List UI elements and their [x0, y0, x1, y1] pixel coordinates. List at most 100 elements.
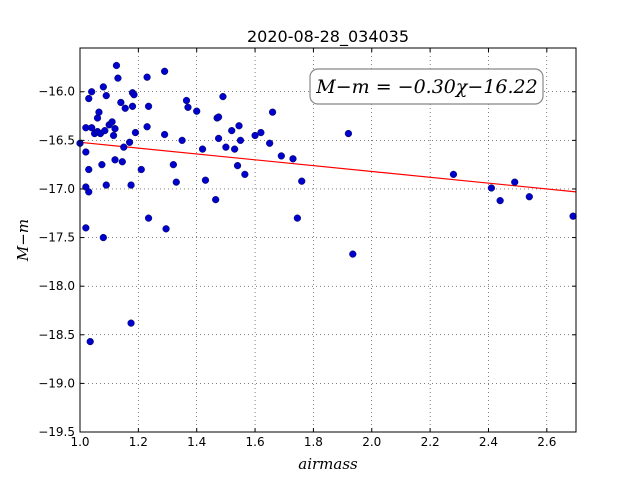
data-point — [114, 74, 122, 82]
data-point — [449, 170, 458, 178]
y-tick-label: −18.0 — [38, 279, 75, 293]
data-point — [111, 156, 119, 164]
data-point — [85, 188, 93, 196]
data-point — [241, 170, 249, 178]
data-point — [257, 128, 265, 137]
chart-title: 2020-08-28_034035 — [247, 27, 409, 47]
data-point — [161, 67, 169, 75]
data-point — [143, 73, 151, 81]
data-point — [298, 177, 306, 185]
data-point — [212, 196, 220, 204]
data-point — [130, 91, 138, 99]
data-point — [102, 181, 110, 189]
data-point — [219, 93, 227, 101]
x-tick-label: 2.0 — [362, 435, 381, 449]
data-point — [214, 134, 223, 143]
data-point — [233, 162, 242, 170]
data-point — [161, 130, 169, 139]
annotation-box — [309, 68, 544, 105]
data-point — [144, 214, 153, 222]
x-tick-labels: 1.0 1.2 1.4 1.6 1.8 2.0 2.2 2.4 2.6 — [70, 435, 556, 449]
data-point — [137, 165, 145, 174]
data-point — [251, 131, 259, 140]
data-point — [88, 124, 96, 132]
fit-line — [79, 141, 577, 193]
data-point — [95, 108, 103, 116]
fit-equation: M−m = −0.30χ−16.22 — [315, 76, 537, 98]
fit-equation-annotation: M−m = −0.30χ−16.22 — [309, 68, 544, 105]
data-point — [569, 212, 577, 220]
data-point — [228, 127, 236, 135]
x-axis-label: airmass — [298, 455, 358, 473]
y-tick-label: −18.5 — [38, 328, 75, 342]
y-tick-label: −16.5 — [38, 133, 75, 147]
data-point — [193, 107, 201, 115]
data-point — [266, 139, 274, 147]
data-point — [85, 94, 93, 103]
data-point — [98, 161, 106, 169]
data-point — [182, 96, 191, 105]
y-axis-label: M−m — [14, 219, 32, 262]
data-point — [82, 224, 90, 232]
data-point — [214, 113, 223, 121]
data-point — [109, 131, 118, 140]
data-point — [143, 123, 151, 131]
data-point — [344, 129, 353, 138]
data-point — [120, 143, 128, 151]
data-point — [231, 145, 239, 153]
data-point — [487, 184, 495, 192]
data-point — [127, 181, 135, 189]
data-point — [289, 155, 297, 163]
data-point — [99, 83, 107, 91]
data-point — [349, 250, 357, 258]
data-point — [82, 148, 90, 156]
data-point — [172, 178, 180, 186]
fit-line-group — [79, 141, 577, 193]
x-tick-label: 1.6 — [246, 435, 265, 449]
y-tick-label: −19.0 — [38, 376, 75, 390]
data-point — [496, 197, 504, 205]
data-point — [88, 88, 96, 96]
plot-area-frame — [79, 47, 577, 433]
y-tick-label: −19.5 — [38, 425, 75, 439]
data-point — [121, 104, 129, 112]
x-tick-label: 1.0 — [70, 435, 89, 449]
data-point — [222, 143, 230, 151]
data-point — [236, 136, 245, 144]
data-point — [144, 102, 153, 110]
data-point — [112, 61, 121, 70]
data-point — [117, 98, 125, 107]
data-point — [126, 138, 134, 146]
data-point — [268, 108, 277, 116]
x-tick-label: 1.8 — [304, 435, 323, 449]
y-tick-label: −17.0 — [38, 182, 75, 196]
data-point — [102, 92, 110, 100]
x-tick-label: 2.6 — [537, 435, 556, 449]
data-point — [277, 152, 285, 160]
x-tick-label: 1.2 — [129, 435, 148, 449]
data-point — [162, 225, 170, 233]
x-tick-label: 1.4 — [187, 435, 206, 449]
y-tick-label: −17.5 — [38, 231, 75, 245]
data-point — [201, 176, 210, 184]
data-point — [108, 118, 116, 126]
x-tick-label: 2.2 — [421, 435, 440, 449]
data-point — [111, 125, 119, 133]
data-point — [235, 122, 243, 130]
data-point — [525, 193, 533, 201]
data-points — [76, 61, 577, 346]
data-point — [99, 233, 107, 242]
data-point — [86, 337, 94, 346]
data-point — [85, 165, 93, 174]
data-point — [118, 158, 126, 166]
y-tick-label: −16.0 — [38, 85, 75, 99]
data-point — [101, 127, 109, 135]
data-point — [293, 214, 301, 222]
axis-ticks — [79, 48, 576, 433]
data-point — [178, 136, 186, 144]
data-point — [127, 319, 135, 327]
data-point — [131, 128, 140, 137]
data-point — [128, 102, 137, 110]
